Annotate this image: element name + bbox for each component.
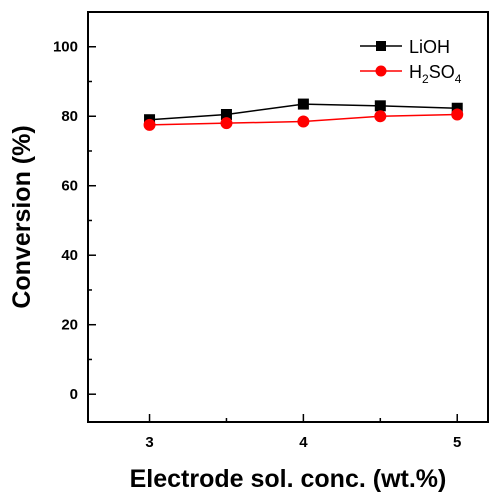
plot-frame <box>87 11 489 423</box>
y-tick-label: 40 <box>61 247 78 264</box>
legend-marker-lioh <box>376 41 386 51</box>
axis-ticks: 0 20 40 60 80 100 3 4 5 <box>53 39 461 451</box>
x-axis-title: Electrode sol. conc. (wt.%) <box>130 465 447 493</box>
x-tick-label: 4 <box>299 434 308 451</box>
data-point-h2so4 <box>297 115 310 128</box>
legend-marker-h2so4 <box>375 65 387 77</box>
x-tick-label: 5 <box>453 434 461 451</box>
data-point-h2so4 <box>451 108 464 121</box>
legend: LiOH H2SO4 <box>360 37 462 86</box>
data-point-h2so4 <box>374 110 387 123</box>
data-point-h2so4 <box>220 117 233 130</box>
y-tick-label: 80 <box>61 108 78 125</box>
data-point-lioh <box>297 98 309 110</box>
data-point-lioh <box>374 100 386 112</box>
y-tick-label: 20 <box>61 317 78 334</box>
data-point-lioh <box>451 102 463 114</box>
legend-label-lioh: LiOH <box>409 37 450 57</box>
y-axis-title: Conversion (%) <box>8 125 36 308</box>
y-tick-label: 0 <box>70 386 78 403</box>
y-tick-label: 100 <box>53 39 78 56</box>
y-tick-label: 60 <box>61 178 78 195</box>
data-point-h2so4 <box>143 118 156 131</box>
x-tick-label: 3 <box>145 434 153 451</box>
series-layer <box>143 98 464 131</box>
legend-label-h2so4: H2SO4 <box>409 62 462 86</box>
data-point-lioh <box>220 109 232 120</box>
